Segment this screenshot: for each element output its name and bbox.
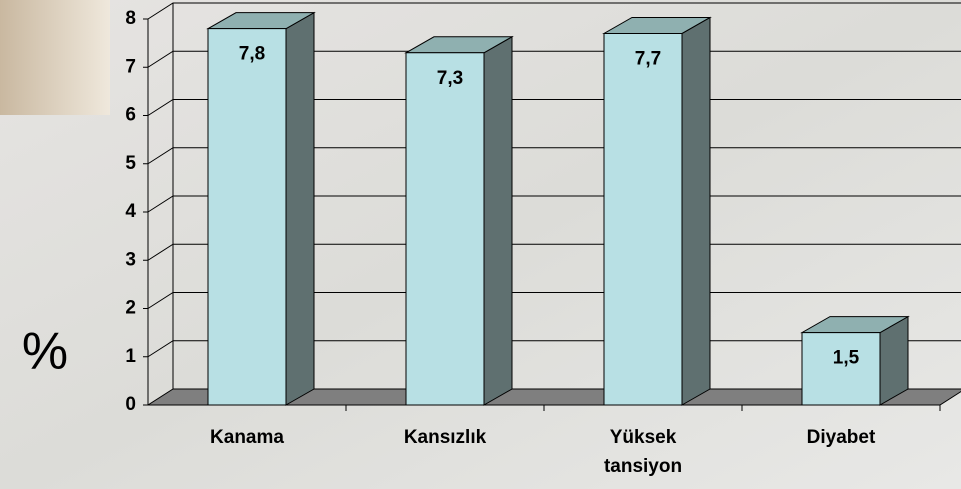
value-label: 7,7 (635, 48, 661, 69)
bar-front (603, 32, 683, 406)
bar-side (285, 11, 315, 406)
y-tick-label: 3 (125, 249, 136, 270)
value-label: 1,5 (833, 348, 860, 369)
photo (0, 0, 110, 115)
bar-front (207, 28, 287, 406)
y-tick-label: 1 (125, 346, 136, 367)
y-tick-label: 7 (125, 56, 136, 77)
grid-line (147, 2, 961, 20)
y-axis-label: % (22, 323, 68, 381)
bar (206, 11, 316, 406)
bar-front (405, 52, 485, 406)
x-tick-label: Yüksek tansiyon (604, 427, 682, 477)
x-tick-label: Kanama (210, 427, 284, 448)
bar-front (801, 332, 881, 406)
bar-side (681, 16, 711, 406)
x-tick-label: Diyabet (807, 427, 876, 448)
value-label: 7,3 (437, 68, 463, 89)
y-tick-label: 4 (125, 201, 136, 222)
value-label: 7,8 (239, 44, 265, 65)
bar (800, 315, 910, 406)
y-tick-label: 8 (125, 8, 136, 29)
y-tick-label: 5 (125, 153, 136, 174)
bar (602, 16, 712, 406)
x-tick-label: Kansızlık (404, 427, 487, 448)
y-tick-label: 0 (125, 394, 136, 415)
y-tick-label: 6 (125, 105, 136, 126)
bar (404, 35, 514, 406)
bar-side (483, 35, 513, 406)
y-tick-label: 2 (125, 298, 136, 319)
